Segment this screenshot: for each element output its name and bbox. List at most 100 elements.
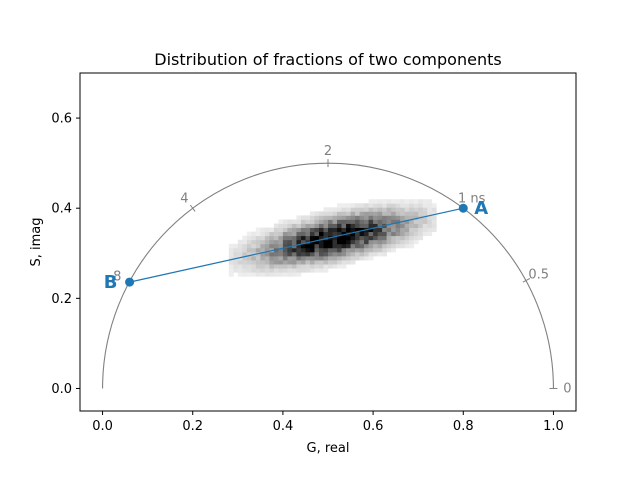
histogram-bin [314, 255, 320, 261]
histogram-bin [305, 231, 311, 237]
histogram-bin [382, 227, 388, 233]
x-tick-label: 0.2 [182, 419, 203, 434]
histogram-bin [341, 207, 347, 212]
histogram-bin [318, 223, 324, 228]
histogram-bin [273, 264, 279, 269]
histogram-bin [391, 239, 397, 245]
histogram-bin [346, 227, 351, 233]
histogram-bin [300, 247, 306, 253]
histogram-bin [346, 207, 351, 212]
histogram-bin [278, 223, 284, 228]
histogram-bin [373, 203, 378, 208]
histogram-bin [350, 203, 356, 208]
histogram-bin [291, 268, 297, 273]
histogram-bin [309, 268, 315, 273]
histogram-bin [305, 215, 311, 220]
histogram-bin [328, 219, 333, 224]
histogram-bin [409, 223, 415, 228]
histogram-bin [395, 223, 401, 228]
histogram-bin [332, 235, 338, 241]
histogram-bin [395, 235, 401, 241]
histogram-bin [418, 227, 424, 233]
histogram-bin [368, 227, 374, 233]
histogram-bin [377, 215, 383, 220]
histogram-bin [309, 211, 315, 216]
histogram-bin [377, 251, 383, 257]
histogram-bin [346, 247, 351, 253]
histogram-bin [323, 268, 329, 273]
histogram-bin [377, 231, 383, 237]
histogram-bin [400, 239, 406, 245]
histogram-bin [395, 219, 401, 224]
histogram-bin [359, 247, 365, 253]
histogram-bin [382, 243, 388, 249]
histogram-bin [291, 223, 297, 228]
histogram-bin [291, 239, 297, 245]
histogram-bin [300, 231, 306, 237]
lifetime-tick-label: 4 [180, 192, 188, 207]
histogram-bin [341, 239, 347, 245]
histogram-bin [282, 243, 288, 249]
histogram-bin [323, 227, 329, 233]
histogram-bin [404, 207, 410, 212]
histogram-bin [282, 239, 288, 245]
histogram-bin [282, 260, 288, 265]
histogram-bin [368, 219, 374, 224]
histogram-bin [346, 219, 351, 224]
histogram-bin [278, 231, 284, 237]
histogram-bin [309, 227, 315, 233]
histogram-bin [287, 251, 293, 257]
histogram-bin [291, 235, 297, 241]
histogram-bin [278, 264, 284, 269]
histogram-bin [251, 239, 257, 245]
histogram-bin [382, 231, 388, 237]
histogram-bin [251, 272, 257, 277]
histogram-bin [323, 215, 329, 220]
histogram-bin [368, 255, 374, 261]
histogram-bin [323, 219, 329, 224]
histogram-bin [409, 231, 415, 237]
histogram-bin [273, 255, 279, 261]
y-tick-label: 0.2 [51, 292, 72, 307]
histogram-bin [346, 239, 351, 245]
component-point [458, 203, 468, 213]
histogram-bin [350, 223, 356, 228]
histogram-bin [278, 227, 284, 233]
histogram-bin [355, 219, 360, 224]
histogram-bin [418, 219, 424, 224]
histogram-bin [355, 231, 360, 237]
histogram-bin [409, 211, 415, 216]
histogram-bin [368, 215, 374, 220]
histogram-bin [314, 239, 320, 245]
histogram-bin [328, 207, 333, 212]
histogram-bin [282, 235, 288, 241]
histogram-bin [346, 235, 351, 241]
histogram-bin [413, 199, 419, 204]
histogram-bin [355, 207, 360, 212]
histogram-bin [404, 243, 410, 249]
histogram-bin [346, 243, 351, 249]
histogram-bin [269, 251, 275, 257]
histogram-bin [341, 231, 347, 237]
histogram-bin [364, 247, 369, 253]
histogram-bin [337, 255, 342, 261]
histogram-bin [368, 247, 374, 253]
histogram-bin [391, 211, 397, 216]
histogram-bin [409, 203, 415, 208]
histogram-bin [255, 239, 261, 245]
lifetime-tick [522, 277, 531, 283]
histogram-bin [228, 272, 234, 277]
histogram-bin [318, 231, 324, 237]
histogram-bin [368, 207, 374, 212]
histogram-bin [395, 227, 401, 233]
histogram-bin [337, 223, 342, 228]
histogram-bin [368, 231, 374, 237]
histogram-bin [418, 223, 424, 228]
histogram-bin [314, 215, 320, 220]
histogram-bin [242, 239, 248, 245]
histogram-bin [413, 235, 419, 241]
histogram-bin [431, 219, 437, 224]
histogram-bin [382, 235, 388, 241]
histogram-bin [255, 227, 261, 233]
histogram-bin [323, 243, 329, 249]
